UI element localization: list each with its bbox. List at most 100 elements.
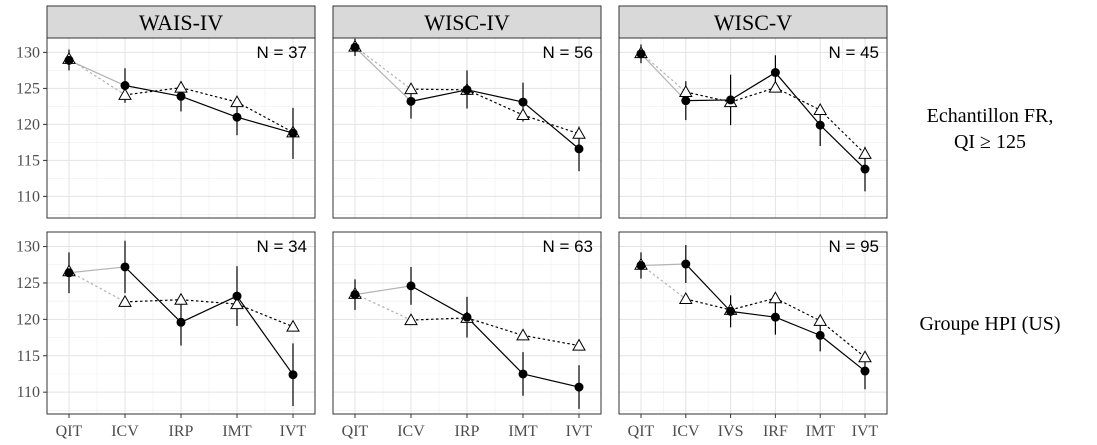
triangle-point [768, 80, 783, 93]
circle-point [726, 95, 736, 105]
series-circle-line [819, 334, 866, 372]
circle-point [518, 97, 528, 107]
series-circle-line [354, 46, 412, 102]
n-label: N = 45 [828, 43, 879, 62]
series-triangle-line [354, 293, 412, 321]
y-tick-label: 115 [17, 152, 40, 169]
y-tick-label: 110 [17, 188, 40, 205]
series-circle-line [522, 373, 580, 388]
panel-r0-c0: N = 37 110 115 120 125 130 [16, 37, 316, 219]
series-circle-line [730, 310, 776, 318]
circle-point [815, 330, 825, 340]
circle-point [574, 144, 584, 154]
circle-point [770, 68, 780, 78]
series-triangle-line [124, 87, 182, 96]
y-tick-label: 125 [16, 80, 40, 97]
series-circle-line [354, 285, 412, 296]
triangle-point [230, 297, 244, 310]
circle-point [681, 96, 691, 106]
strip-label: WISC-IV [424, 10, 510, 35]
circle-point [406, 281, 416, 291]
series-circle-line [180, 295, 238, 323]
x-tick-label: IVT [852, 423, 879, 440]
n-label: N = 56 [542, 43, 593, 62]
x-tick-label: IMT [806, 423, 836, 440]
circle-point [518, 369, 528, 379]
series-triangle-line [640, 264, 687, 300]
x-tick-label: IVT [566, 423, 593, 440]
circle-point [350, 42, 360, 52]
panel-r1-c0: N = 34 110 115 120 125 130 QIT ICV IRP IMT IVT [16, 231, 316, 440]
circle-point [120, 81, 130, 91]
triangle-point [404, 313, 418, 326]
circle-point [406, 96, 416, 106]
panel-r0-c2: N = 45 [618, 37, 888, 219]
circle-point [860, 366, 870, 376]
series-triangle-line [819, 109, 866, 155]
series-triangle-line [775, 297, 821, 322]
series-circle-line [466, 89, 524, 103]
series-circle-line [640, 263, 686, 267]
y-tick-label: 130 [16, 239, 40, 256]
x-tick-label: QIT [628, 423, 655, 440]
y-tick-label: 110 [17, 384, 40, 401]
circle-point [176, 91, 186, 101]
series-triangle-line [68, 270, 126, 303]
triangle-point [572, 338, 586, 351]
triangle-point [174, 292, 188, 305]
strip-label: WISC-V [714, 10, 792, 35]
circle-point [232, 291, 242, 301]
series-triangle-line [124, 299, 182, 303]
x-tick-label: IVS [718, 423, 744, 440]
circle-point [574, 382, 584, 392]
series-triangle-line [236, 303, 294, 328]
row-label: Echantillon FR, [927, 105, 1054, 127]
panel-r0-c1: N = 56 [332, 37, 602, 219]
triangle-point [572, 126, 586, 139]
circle-point [636, 260, 646, 270]
series-circle-line [522, 101, 580, 150]
circle-point [462, 85, 472, 95]
series-circle-line [410, 89, 468, 102]
series-triangle-line [410, 317, 468, 321]
triangle-point [516, 328, 530, 341]
x-tick-label: IRP [169, 423, 194, 440]
triangle-point [118, 87, 132, 100]
n-label: N = 34 [256, 237, 307, 256]
x-tick-label: IRF [763, 423, 788, 440]
strip-wisc-v [618, 5, 888, 39]
circle-point [770, 312, 780, 322]
series-circle-line [640, 53, 687, 102]
panel-border [332, 37, 602, 219]
series-circle-line [466, 316, 524, 375]
n-label: N = 63 [542, 237, 593, 256]
x-tick-label: IVT [280, 423, 307, 440]
x-tick-label: ICV [397, 423, 425, 440]
series-circle-line [124, 266, 182, 323]
triangle-point [404, 82, 418, 95]
triangle-point [118, 294, 132, 307]
triangle-point [813, 102, 828, 115]
y-tick-label: 115 [17, 348, 40, 365]
series-circle-line [236, 295, 294, 376]
series-triangle-line [180, 299, 238, 305]
row-labels: Echantillon FR, QI ≥ 125 Groupe HPI (US) [919, 105, 1060, 335]
n-label: N = 37 [256, 43, 307, 62]
panel-border [46, 37, 316, 219]
circle-point [726, 306, 736, 316]
x-tick-label: ICV [672, 423, 700, 440]
series-triangle-line [466, 89, 524, 116]
circle-point [860, 164, 870, 174]
circle-point [681, 259, 691, 269]
series-circle-line [819, 124, 866, 170]
series-circle-line [68, 59, 126, 87]
strip-label: WAIS-IV [139, 10, 223, 35]
y-tick-label: 130 [16, 44, 40, 61]
circle-point [350, 290, 360, 300]
circle-point [120, 262, 130, 272]
y-tick-label: 120 [16, 116, 40, 133]
panel-r1-c1: N = 63 QIT ICV IRP IMT IVT [332, 231, 602, 440]
triangle-point [858, 146, 872, 159]
triangle-point [516, 108, 530, 121]
